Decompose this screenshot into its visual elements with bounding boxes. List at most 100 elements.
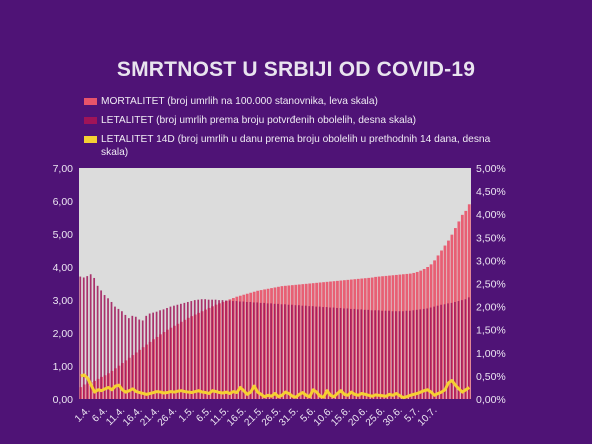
letalitet-bars	[79, 274, 470, 399]
letalitet-bar	[360, 309, 363, 399]
right-axis: 0,00% 0,50% 1,00% 1,50% 2,00% 2,50% 3,00% 3,50%…	[476, 163, 506, 406]
letalitet-bar	[152, 312, 154, 399]
letalitet-bar	[322, 307, 324, 399]
right-tick-label: 0,50%	[476, 371, 506, 383]
letalitet-bar	[384, 310, 387, 399]
letalitet-bar	[166, 307, 168, 399]
letalitet-bar	[93, 277, 96, 399]
letalitet-bar	[273, 303, 276, 399]
letalitet-bar	[259, 302, 262, 399]
letalitet-bar	[252, 302, 255, 399]
letalitet-bar	[280, 304, 283, 399]
letalitet-bar	[332, 307, 335, 399]
right-tick-label: 4,50%	[476, 186, 506, 198]
letalitet14-line	[80, 373, 471, 400]
letalitet-bar	[197, 299, 200, 399]
letalitet-bar	[148, 313, 151, 399]
letalitet-bar	[440, 304, 442, 399]
x-tick-label: 1.5.	[177, 405, 197, 425]
letalitet-bar	[107, 298, 109, 399]
x-tick-label: 10.7.	[416, 405, 440, 429]
letalitet-bar	[134, 316, 137, 399]
letalitet-bar	[447, 303, 449, 399]
letalitet-bar	[315, 306, 318, 399]
letalitet-bar	[301, 305, 304, 399]
letalitet-bar	[408, 310, 411, 399]
letalitet-bar	[294, 305, 297, 399]
left-tick-label: 6,00	[53, 196, 74, 208]
letalitet-bar	[173, 305, 175, 399]
legend-label-letalitet14: LETALITET 14D (broj umrlih u danu prema …	[101, 134, 491, 158]
letalitet-bar	[114, 306, 116, 399]
letalitet-bar	[221, 300, 224, 399]
letalitet-bar	[450, 302, 453, 399]
letalitet-bar	[82, 277, 85, 399]
legend-item-letalitet14: LETALITET 14D (broj umrlih u danu prema …	[84, 133, 504, 159]
letalitet-bar	[429, 307, 432, 399]
left-tick-label: 2,00	[53, 328, 74, 340]
letalitet-bar	[457, 301, 460, 399]
letalitet-bar	[308, 306, 311, 399]
letalitet-bar	[256, 302, 259, 399]
letalitet-bar	[89, 274, 92, 399]
letalitet-bar	[121, 311, 123, 399]
letalitet-bar	[225, 300, 227, 399]
letalitet-bar	[336, 307, 338, 399]
letalitet-bar	[155, 311, 158, 399]
letalitet-bar	[86, 276, 89, 399]
letalitet-bar	[318, 306, 321, 399]
letalitet-bar	[433, 306, 435, 399]
left-tick-label: 5,00	[53, 229, 74, 241]
letalitet-bar	[422, 308, 425, 399]
right-tick-label: 3,50%	[476, 232, 506, 244]
letalitet-bar	[131, 315, 134, 399]
right-tick-label: 1,50%	[476, 325, 506, 337]
letalitet-bar	[329, 307, 331, 399]
letalitet-bar	[228, 300, 231, 399]
chart-title: SMRTNOST U SRBIJI OD COVID-19	[116, 58, 476, 81]
letalitet-bar	[138, 319, 141, 399]
right-tick-label: 3,00%	[476, 255, 506, 267]
letalitet-bar	[325, 307, 328, 399]
letalitet-bar	[464, 299, 467, 399]
legend-swatch-mortalitet	[84, 98, 97, 105]
letalitet-bar	[238, 301, 241, 399]
letalitet-bar	[186, 301, 189, 399]
letalitet14-line-path	[80, 373, 471, 400]
letalitet-bar	[304, 305, 307, 399]
letalitet-bar	[350, 308, 352, 399]
letalitet-bar	[353, 308, 356, 399]
letalitet-bar	[141, 320, 144, 399]
letalitet-bar	[398, 311, 401, 399]
left-tick-label: 7,00	[53, 163, 74, 175]
x-axis: 1.4.6.4.11.4.16.4.21.4.26.4.1.5.6.5.11.5…	[73, 405, 439, 429]
letalitet-bar	[127, 318, 130, 399]
letalitet-bar	[311, 306, 314, 399]
letalitet-bar	[204, 299, 207, 399]
letalitet-bar	[377, 310, 380, 399]
letalitet-bar	[232, 301, 234, 399]
right-tick-label: 1,00%	[476, 348, 506, 360]
letalitet-bar	[103, 295, 106, 399]
right-tick-label: 5,00%	[476, 163, 506, 175]
letalitet-bar	[339, 307, 342, 399]
letalitet-bar	[159, 310, 161, 399]
right-tick-label: 2,00%	[476, 302, 506, 314]
letalitet-bar	[79, 276, 82, 399]
legend-swatch-letalitet	[84, 117, 97, 124]
letalitet-bar	[242, 301, 245, 399]
left-tick-label: 0,00	[53, 394, 74, 406]
legend-label-letalitet: LETALITET (broj umrlih prema broju potvr…	[101, 115, 417, 126]
letalitet-bar	[169, 306, 172, 399]
letalitet-bar	[207, 299, 210, 399]
letalitet-bar	[266, 303, 269, 399]
letalitet-bar	[343, 308, 345, 399]
letalitet-bar	[96, 285, 99, 399]
letalitet-bar	[190, 301, 193, 399]
right-tick-label: 2,50%	[476, 279, 506, 291]
letalitet-bar	[346, 308, 349, 399]
letalitet-bar	[461, 300, 463, 399]
letalitet-bar	[402, 311, 404, 399]
letalitet-bar	[405, 310, 408, 399]
